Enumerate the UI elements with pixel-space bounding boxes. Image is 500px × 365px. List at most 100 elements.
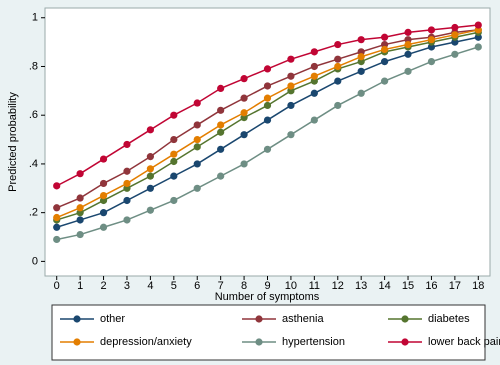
marker: [451, 23, 459, 32]
marker: [193, 135, 201, 144]
marker: [287, 131, 295, 139]
marker: [53, 204, 61, 212]
x-tick-label: 3: [124, 280, 130, 292]
marker: [404, 28, 412, 36]
marker: [217, 106, 225, 114]
marker: [240, 75, 248, 83]
marker: [240, 131, 248, 139]
marker: [287, 101, 295, 110]
marker: [427, 36, 436, 44]
marker: [427, 26, 436, 34]
marker: [170, 196, 178, 205]
x-tick-label: 18: [472, 280, 484, 292]
x-tick-label: 15: [402, 280, 414, 292]
marker: [217, 145, 225, 153]
marker: [381, 45, 389, 54]
marker: [99, 155, 108, 163]
marker: [310, 89, 318, 97]
y-tick-label: .2: [29, 207, 38, 219]
marker: [53, 182, 61, 190]
marker: [170, 172, 178, 180]
marker: [334, 101, 342, 110]
x-tick-label: 10: [285, 280, 297, 292]
legend-marker: [255, 315, 263, 323]
marker: [123, 179, 131, 188]
marker: [240, 160, 248, 168]
legend-label: depression/anxiety: [100, 336, 192, 348]
marker: [474, 43, 482, 51]
marker: [263, 65, 272, 73]
legend-marker: [73, 338, 81, 346]
marker: [76, 230, 84, 239]
marker: [263, 94, 272, 102]
y-axis-title: Predicted probability: [7, 92, 19, 192]
marker: [357, 89, 365, 97]
marker: [123, 140, 131, 149]
marker: [334, 40, 342, 49]
legend-marker: [73, 315, 81, 323]
marker: [427, 58, 436, 66]
marker: [334, 62, 342, 71]
y-tick-label: 1: [32, 12, 38, 24]
marker: [404, 40, 412, 49]
y-tick-label: .6: [29, 109, 38, 121]
marker: [287, 55, 295, 63]
x-tick-label: 16: [425, 280, 437, 292]
legend-label: diabetes: [428, 313, 470, 325]
legend-marker: [401, 338, 409, 346]
marker: [99, 223, 108, 231]
marker: [357, 67, 365, 75]
marker: [193, 143, 201, 151]
marker: [76, 204, 84, 212]
marker: [310, 62, 318, 71]
legend-label: other: [100, 313, 125, 325]
x-tick-label: 4: [147, 280, 153, 292]
marker: [381, 77, 389, 85]
marker: [146, 165, 154, 173]
x-tick-label: 1: [77, 280, 83, 292]
marker: [99, 179, 108, 188]
marker: [76, 170, 84, 178]
marker: [53, 223, 61, 231]
marker: [193, 121, 201, 129]
marker: [146, 206, 154, 214]
marker: [170, 111, 178, 119]
x-tick-label: 14: [378, 280, 390, 292]
marker: [381, 58, 389, 66]
legend-box: [51, 304, 486, 361]
plot-area: [44, 7, 491, 277]
marker: [146, 184, 154, 192]
marker: [381, 33, 389, 41]
marker: [217, 84, 225, 92]
legend-marker: [255, 338, 263, 346]
x-tick-label: 9: [264, 280, 270, 292]
marker: [451, 50, 459, 58]
legend-label: asthenia: [282, 313, 324, 325]
marker: [357, 36, 365, 44]
marker: [263, 116, 272, 124]
x-tick-label: 2: [100, 280, 106, 292]
y-tick-label: .4: [29, 158, 38, 170]
marker: [404, 50, 412, 58]
y-tick-label: .8: [29, 60, 38, 72]
marker: [263, 101, 272, 110]
marker: [404, 67, 412, 75]
x-tick-label: 12: [332, 280, 344, 292]
marker: [310, 48, 318, 56]
marker: [217, 172, 225, 180]
marker: [53, 235, 61, 244]
legend-marker: [401, 315, 409, 323]
marker: [263, 145, 272, 153]
marker: [170, 135, 178, 144]
marker: [76, 216, 84, 224]
x-tick-label: 13: [355, 280, 367, 292]
x-tick-label: 17: [449, 280, 461, 292]
marker: [146, 126, 154, 134]
marker: [123, 216, 131, 224]
marker: [193, 184, 201, 192]
marker: [310, 72, 318, 80]
marker: [217, 128, 225, 136]
marker: [53, 213, 61, 222]
marker: [240, 109, 248, 117]
y-tick-label: 0: [32, 255, 38, 267]
